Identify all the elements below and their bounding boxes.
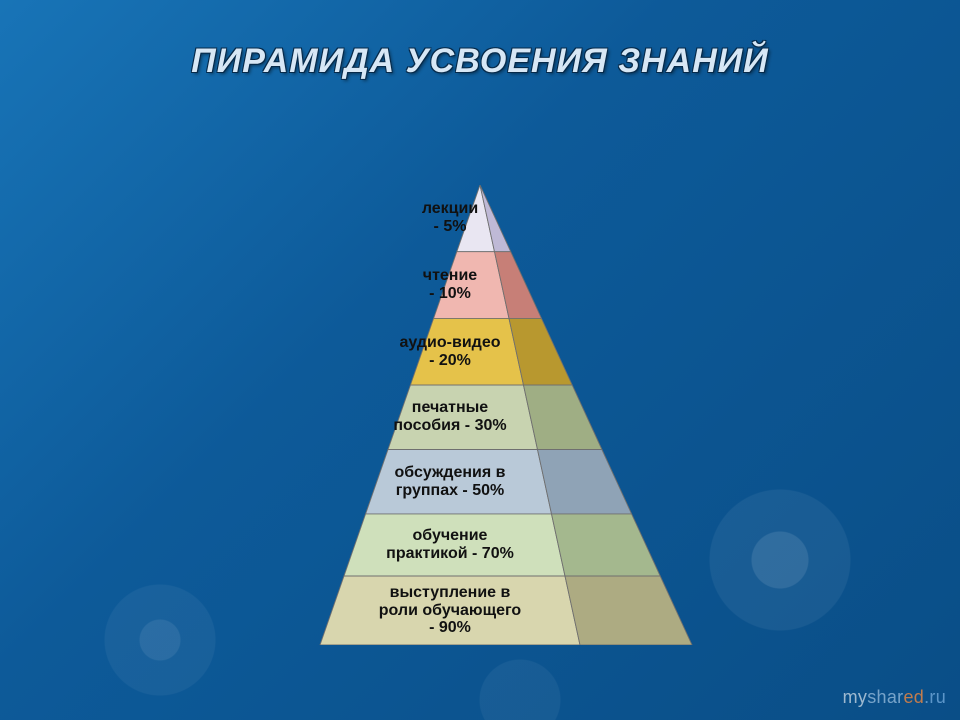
watermark-part: ed: [903, 687, 924, 707]
watermark-part: .ru: [924, 687, 946, 707]
watermark: myshared.ru: [843, 687, 946, 708]
slide-title: ПИРАМИДА УСВОЕНИЯ ЗНАНИЙ: [0, 42, 960, 81]
learning-pyramid: лекции - 5%чтение - 10%аудио-видео - 20%…: [260, 185, 700, 645]
pyramid-svg: [260, 185, 700, 645]
watermark-part: shar: [867, 687, 903, 707]
slide: ПИРАМИДА УСВОЕНИЯ ЗНАНИЙ лекции - 5%чтен…: [0, 0, 960, 720]
watermark-part: my: [843, 687, 868, 707]
